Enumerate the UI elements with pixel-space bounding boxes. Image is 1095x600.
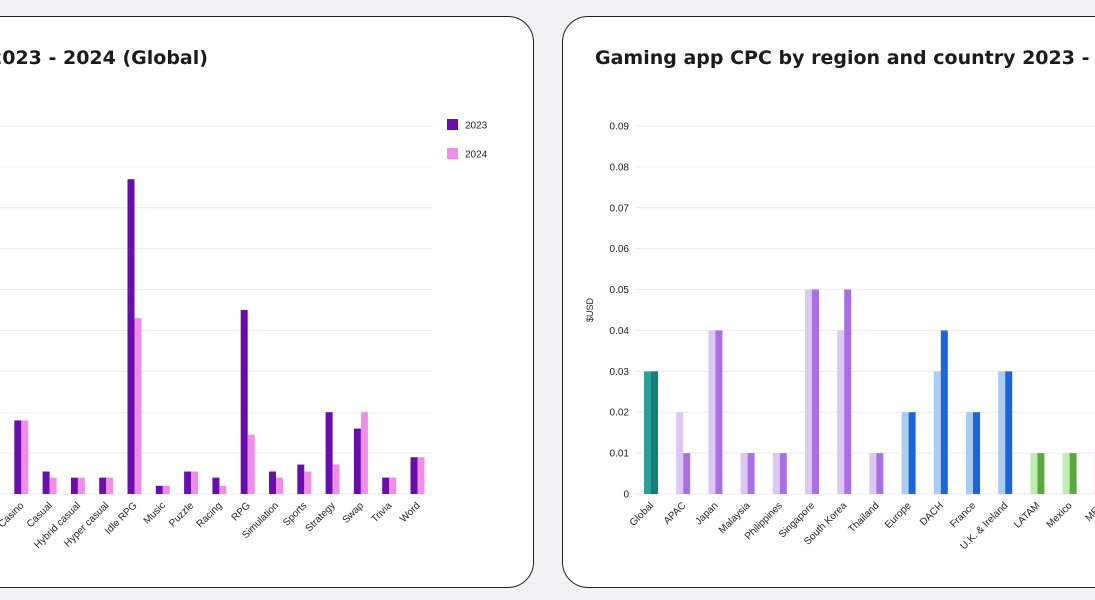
bar-2023	[297, 464, 305, 494]
x-tick-label: Japan	[693, 500, 720, 527]
legend-label: 2024	[465, 150, 488, 161]
legend-swatch	[447, 148, 458, 159]
bar-2023	[410, 457, 418, 494]
x-tick-label: Puzzle	[167, 500, 196, 529]
chart-card-genre: 2023 - 2024 (Global) Casino Casual Hybrid …	[0, 16, 534, 588]
bar-2023	[99, 477, 107, 494]
bar-2024	[389, 477, 397, 494]
bar-2023	[269, 471, 276, 494]
y-tick-label: 0.01	[610, 449, 630, 460]
bar	[740, 453, 748, 494]
bar-2023	[382, 477, 390, 494]
bar-2024	[304, 471, 312, 494]
x-tick-label: Music	[142, 500, 168, 526]
bar-2024	[276, 477, 283, 494]
bar-2023	[14, 420, 22, 494]
bar-2023	[212, 477, 220, 494]
x-tick-label: Casino	[0, 500, 27, 530]
bar	[908, 412, 916, 494]
x-tick-label: APAC	[662, 500, 689, 527]
y-axis-label: $USD	[585, 298, 595, 323]
bar	[998, 371, 1006, 494]
bar-2024	[49, 477, 57, 494]
x-tick-label: MEN	[1083, 500, 1095, 524]
bar	[940, 330, 948, 494]
bar	[876, 453, 884, 494]
bar-2023	[155, 485, 163, 494]
x-tick-label: RPG	[230, 500, 253, 523]
bar	[837, 330, 845, 494]
bar	[651, 371, 658, 494]
bar	[901, 412, 909, 494]
bar-2024	[77, 477, 85, 494]
x-tick-label: DACH	[918, 500, 946, 528]
bar-2024	[134, 318, 142, 494]
x-tick-label: Mexico	[1045, 500, 1075, 530]
legend-label: 2023	[465, 121, 488, 132]
x-tick-label: Racing	[195, 500, 225, 530]
bar-2024	[219, 485, 227, 494]
bar-2023	[325, 412, 333, 494]
region-bar-chart: 0 0.01 0.02 0.03 0.04 0.05 0.06 0.07 0.08 0.09 $US…	[585, 122, 1095, 552]
bar	[683, 453, 691, 494]
bar-2024	[332, 464, 340, 494]
bar-2024	[191, 471, 199, 494]
y-tick-label: 0.05	[610, 285, 630, 296]
y-tick-label: 0.03	[610, 367, 630, 378]
x-tick-label: France	[948, 500, 978, 530]
y-tick-label: 0.06	[610, 244, 630, 255]
y-tick-label: 0.08	[610, 162, 630, 173]
bar-2023	[184, 471, 192, 494]
bar	[1037, 453, 1045, 494]
bar	[966, 412, 973, 494]
bar	[747, 453, 755, 494]
bar-2024	[360, 412, 368, 494]
bar-2023	[353, 428, 361, 494]
bar-2024	[247, 434, 255, 494]
bar	[1030, 453, 1038, 494]
bar-2023	[70, 477, 78, 494]
bar	[869, 453, 877, 494]
y-tick-label: 0.07	[610, 203, 630, 214]
bar-2024	[162, 485, 170, 494]
bar-2024	[21, 420, 29, 494]
x-tick-label: Europe	[883, 500, 914, 531]
chart-card-region: Gaming app CPC by region and country 202…	[562, 16, 1095, 588]
y-tick-label: 0.02	[610, 408, 630, 419]
bar	[772, 453, 780, 494]
chart-title: 2023 - 2024 (Global)	[0, 47, 208, 69]
bar	[933, 371, 941, 494]
bar	[1069, 453, 1077, 494]
bar	[1062, 453, 1070, 494]
x-tick-label: Strategy	[304, 500, 338, 534]
bar	[805, 289, 812, 494]
y-tick-label: 0.09	[610, 122, 630, 133]
bar	[779, 453, 787, 494]
x-tick-label: Trivia	[370, 500, 395, 525]
bar	[676, 412, 684, 494]
bar-2023	[240, 310, 248, 494]
x-tick-label: Swap	[341, 500, 367, 526]
x-tick-label: Global	[628, 500, 656, 528]
legend-swatch	[447, 119, 458, 130]
bar	[715, 330, 723, 494]
bar	[1005, 371, 1013, 494]
y-tick-label: 0	[623, 490, 629, 501]
x-tick-label: Word	[398, 500, 423, 525]
bar-2023	[127, 179, 135, 494]
bar	[812, 289, 819, 494]
bar-2024	[106, 477, 114, 494]
y-tick-label: 0.04	[610, 326, 630, 337]
bar-2023	[42, 471, 50, 494]
x-tick-label: LATAM	[1012, 500, 1042, 530]
bar-2024	[417, 457, 425, 494]
x-tick-label: Thailand	[847, 500, 882, 535]
bar	[708, 330, 716, 494]
chart-title: Gaming app CPC by region and country 202…	[595, 47, 1095, 69]
bar	[844, 289, 852, 494]
bar	[973, 412, 980, 494]
bar	[644, 371, 651, 494]
